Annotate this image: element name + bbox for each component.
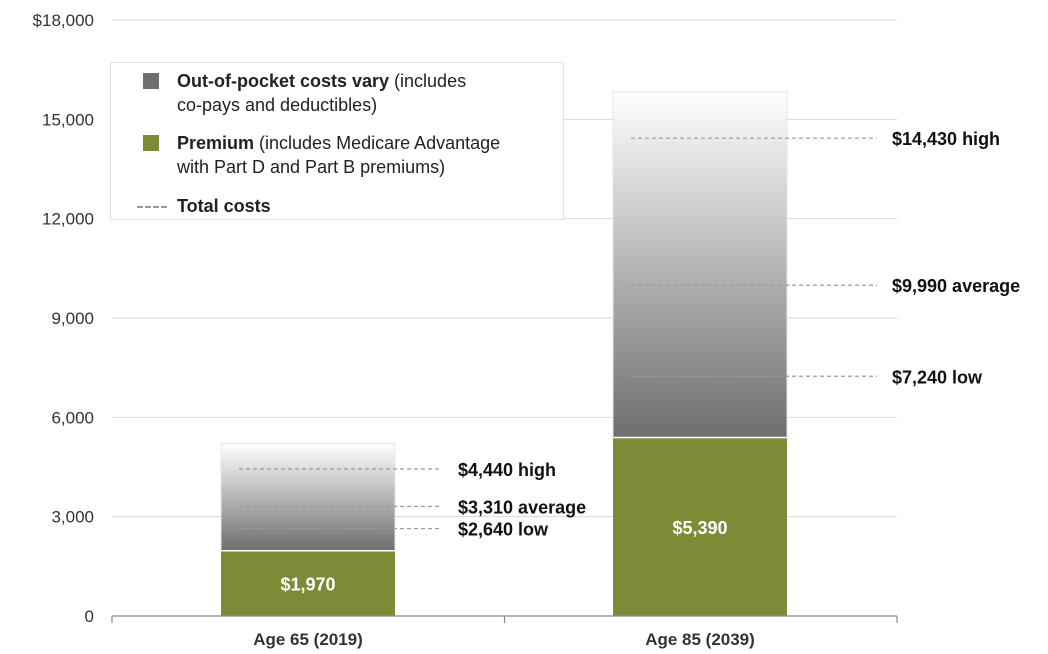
legend-premium-bold: Premium <box>177 133 255 153</box>
range-marker-label: $14,430 high <box>892 129 1000 149</box>
range-marker-label: $7,240 low <box>892 367 983 387</box>
range-marker-label: $4,440 high <box>458 460 556 480</box>
legend-swatch-premium <box>143 135 159 151</box>
legend-item-premium: Premium (includes Medicare Advantage wit… <box>177 131 565 179</box>
legend-total-label: Total costs <box>177 196 271 216</box>
range-marker-label: $2,640 low <box>458 520 549 540</box>
legend-premium-line2: with Part D and Part B premiums) <box>177 157 446 177</box>
y-tick-label: 3,000 <box>51 508 94 527</box>
bars: $1,970 $5,390 <box>220 91 788 616</box>
range-markers: $4,440 high $3,310 average $2,640 low $14,4… <box>239 129 1020 540</box>
legend-oop-line2: co-pays and deductibles) <box>177 95 378 115</box>
y-axis: 0 3,000 6,000 9,000 12,000 15,000 $18,000 <box>33 11 94 626</box>
y-tick-label: 6,000 <box>51 408 94 427</box>
legend-dash-total <box>137 206 167 208</box>
legend-swatch-oop <box>143 73 159 89</box>
x-tick-label: Age 85 (2039) <box>645 630 755 649</box>
bar-value-label: $5,390 <box>672 518 727 538</box>
range-marker-label: $3,310 average <box>458 497 586 517</box>
y-tick-label: 9,000 <box>51 309 94 328</box>
bar-premium <box>613 437 787 616</box>
bar-out-of-pocket <box>220 442 396 552</box>
range-marker-label: $9,990 average <box>892 276 1020 296</box>
legend-oop-rest: (includes <box>389 71 467 91</box>
legend-premium-rest: (includes Medicare Advantage <box>254 133 501 153</box>
y-tick-label: 0 <box>85 607 94 626</box>
bar-premium <box>221 550 395 616</box>
y-tick-label: 12,000 <box>42 210 94 229</box>
legend: Out-of-pocket costs vary (includes co-pa… <box>110 62 564 220</box>
legend-item-total: Total costs <box>177 194 565 218</box>
legend-oop-bold: Out-of-pocket costs vary <box>177 71 390 91</box>
bar-out-of-pocket <box>612 91 788 439</box>
legend-item-oop: Out-of-pocket costs vary (includes co-pa… <box>177 69 565 117</box>
y-tick-label: $18,000 <box>33 11 94 30</box>
bar-value-label: $1,970 <box>280 574 335 594</box>
y-tick-label: 15,000 <box>42 110 94 129</box>
x-axis: Age 65 (2019) Age 85 (2039) <box>111 615 898 649</box>
x-tick-label: Age 65 (2019) <box>253 630 363 649</box>
